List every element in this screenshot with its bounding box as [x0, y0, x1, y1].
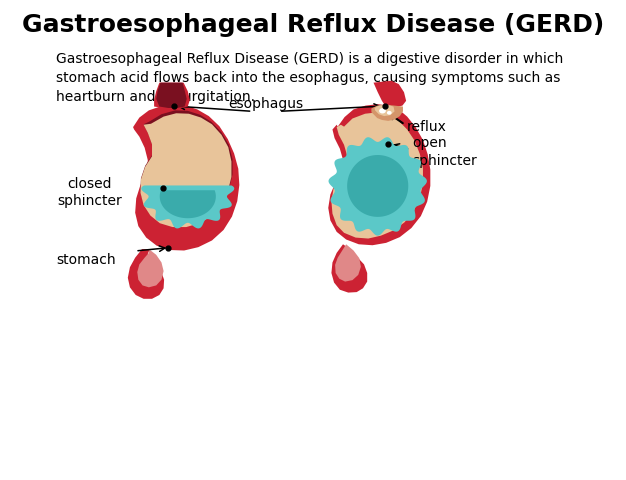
Polygon shape [371, 106, 403, 121]
Polygon shape [374, 82, 406, 108]
Polygon shape [329, 138, 427, 236]
Ellipse shape [384, 107, 388, 110]
Polygon shape [347, 156, 408, 217]
Polygon shape [137, 250, 163, 288]
Polygon shape [141, 186, 234, 229]
Polygon shape [160, 191, 216, 219]
Polygon shape [331, 245, 367, 293]
Polygon shape [128, 250, 164, 299]
Polygon shape [335, 245, 361, 282]
Polygon shape [140, 114, 232, 228]
Polygon shape [331, 113, 423, 239]
Text: Gastroesophageal Reflux Disease (GERD) is a digestive disorder in which
stomach : Gastroesophageal Reflux Disease (GERD) i… [56, 51, 563, 103]
Text: open
sphincter: open sphincter [412, 136, 476, 168]
Ellipse shape [387, 112, 392, 116]
Text: stomach: stomach [56, 253, 116, 267]
Polygon shape [154, 84, 190, 109]
Text: esophagus: esophagus [228, 96, 303, 111]
Text: closed
sphincter: closed sphincter [57, 177, 122, 208]
Polygon shape [156, 84, 187, 109]
Polygon shape [328, 105, 430, 246]
Text: reflux: reflux [407, 120, 447, 133]
Polygon shape [133, 106, 239, 251]
Polygon shape [140, 111, 232, 227]
Ellipse shape [379, 109, 386, 114]
Polygon shape [374, 106, 394, 117]
Text: Gastroesophageal Reflux Disease (GERD): Gastroesophageal Reflux Disease (GERD) [22, 13, 604, 37]
